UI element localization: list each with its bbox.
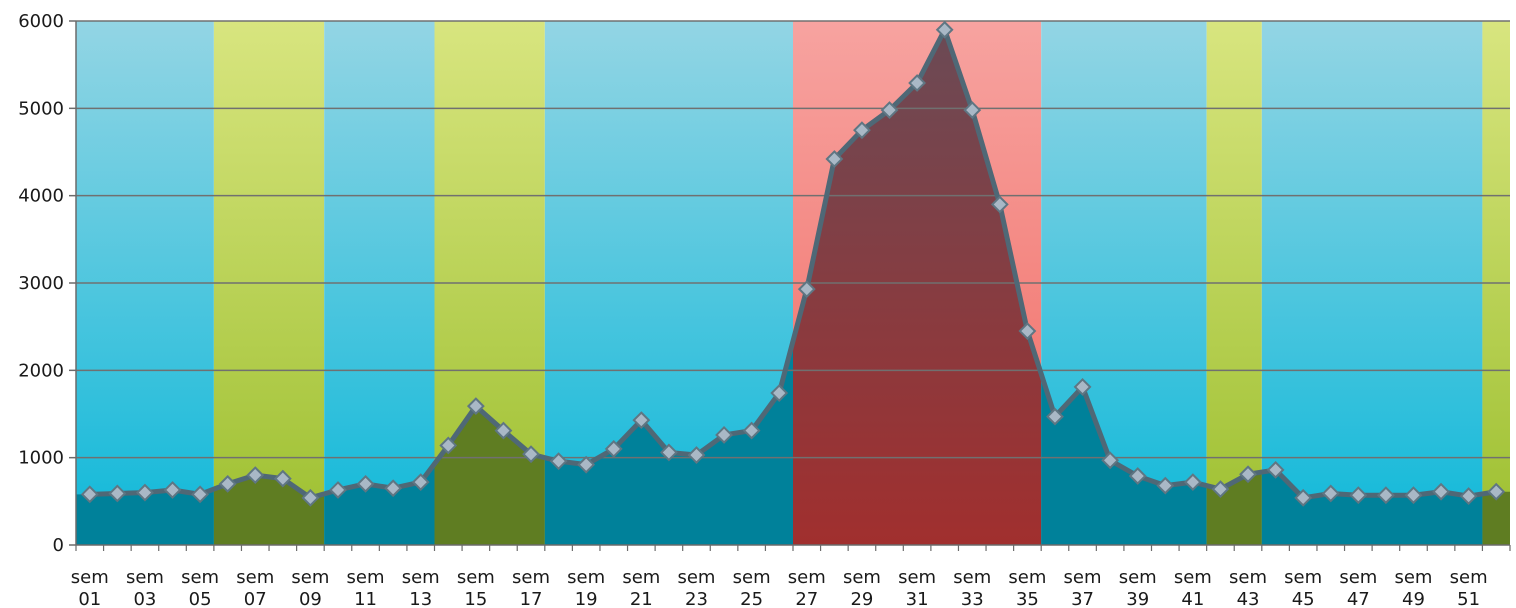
y-tick-label: 3000 [18, 273, 64, 294]
x-tick-label: sem 01 [71, 567, 109, 608]
x-tick-label: sem 25 [733, 567, 771, 608]
x-tick-label: sem 43 [1229, 567, 1267, 608]
x-tick-label: sem 13 [402, 567, 440, 608]
x-tick-label: sem 05 [181, 567, 219, 608]
x-tick-label: sem 29 [843, 567, 881, 608]
x-tick-label: sem 15 [457, 567, 495, 608]
y-tick-label: 5000 [18, 98, 64, 119]
x-tick-label: sem 27 [788, 567, 826, 608]
x-tick-label: sem 07 [236, 567, 274, 608]
x-tick-label: sem 09 [291, 567, 329, 608]
x-tick-label: sem 49 [1394, 567, 1432, 608]
x-tick-label: sem 17 [512, 567, 550, 608]
x-tick-label: sem 35 [1008, 567, 1046, 608]
x-tick-label: sem 41 [1174, 567, 1212, 608]
x-tick-label: sem 37 [1064, 567, 1102, 608]
y-tick-label: 2000 [18, 360, 64, 381]
x-tick-label: sem 21 [622, 567, 660, 608]
x-tick-label: sem 03 [126, 567, 164, 608]
x-tick-label: sem 39 [1119, 567, 1157, 608]
x-tick-label: sem 23 [677, 567, 715, 608]
x-axis-tick-labels: sem 01 sem 03 sem 05 sem 07 sem 09 sem 11 sem 13 sem 15… [71, 567, 1488, 608]
x-tick-label: sem 47 [1339, 567, 1377, 608]
y-tick-label: 4000 [18, 186, 64, 207]
x-tick-label: sem 51 [1450, 567, 1488, 608]
x-tick-label: sem 45 [1284, 567, 1322, 608]
y-tick-label: 0 [53, 535, 64, 556]
x-tick-label: sem 11 [347, 567, 385, 608]
x-tick-label: sem 31 [898, 567, 936, 608]
y-tick-label: 6000 [18, 11, 64, 32]
x-tick-label: sem 33 [953, 567, 991, 608]
y-axis-tick-labels: 0 1000 2000 3000 4000 5000 6000 [18, 11, 64, 556]
y-tick-label: 1000 [18, 448, 64, 469]
x-tick-label: sem 19 [567, 567, 605, 608]
